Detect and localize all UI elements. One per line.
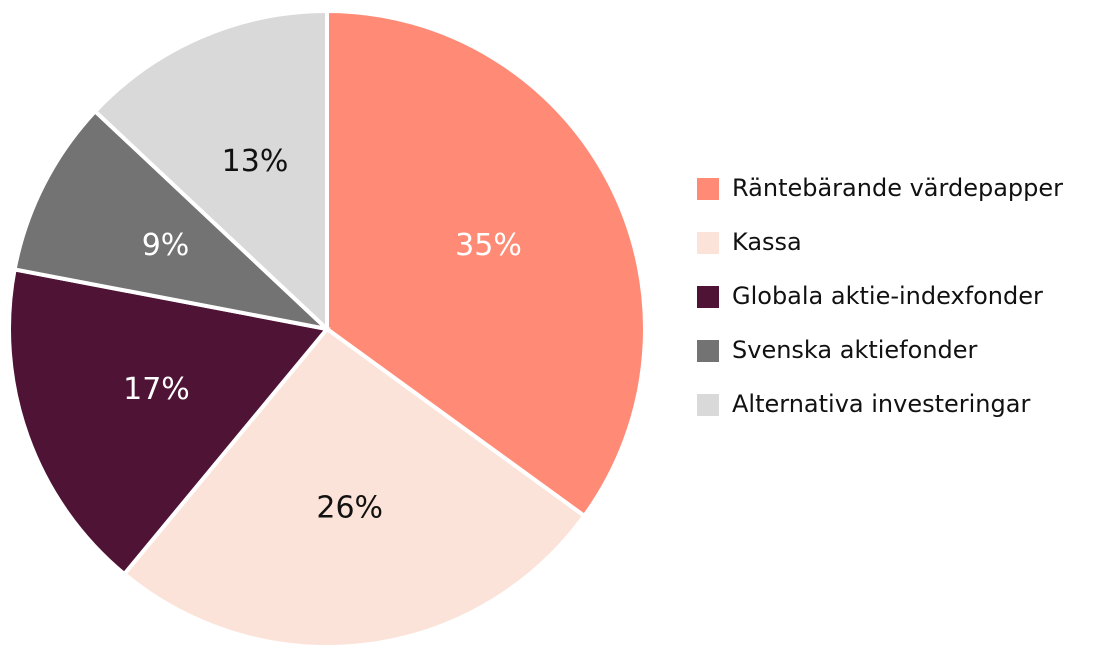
legend-label: Räntebärande värdepapper (732, 174, 1063, 202)
legend-swatch (697, 232, 719, 254)
legend-swatch (697, 178, 719, 200)
legend-swatch (697, 394, 719, 416)
legend-label: Kassa (732, 228, 802, 256)
slice-label: 13% (222, 144, 289, 179)
legend-label: Svenska aktiefonder (732, 336, 978, 364)
legend-swatch (697, 286, 719, 308)
pie-slice (325, 8, 647, 519)
slice-label: 17% (123, 372, 190, 407)
pie-slice (7, 267, 331, 577)
pie-slice (121, 326, 588, 645)
pie-slice (12, 108, 334, 333)
slice-label: 9% (142, 228, 190, 263)
slice-label: 35% (455, 228, 522, 263)
pie-slice (92, 8, 329, 334)
legend-swatch (697, 340, 719, 362)
legend-label: Alternativa investeringar (732, 390, 1030, 418)
slice-label: 26% (316, 490, 383, 525)
legend-label: Globala aktie-indexfonder (732, 282, 1043, 310)
